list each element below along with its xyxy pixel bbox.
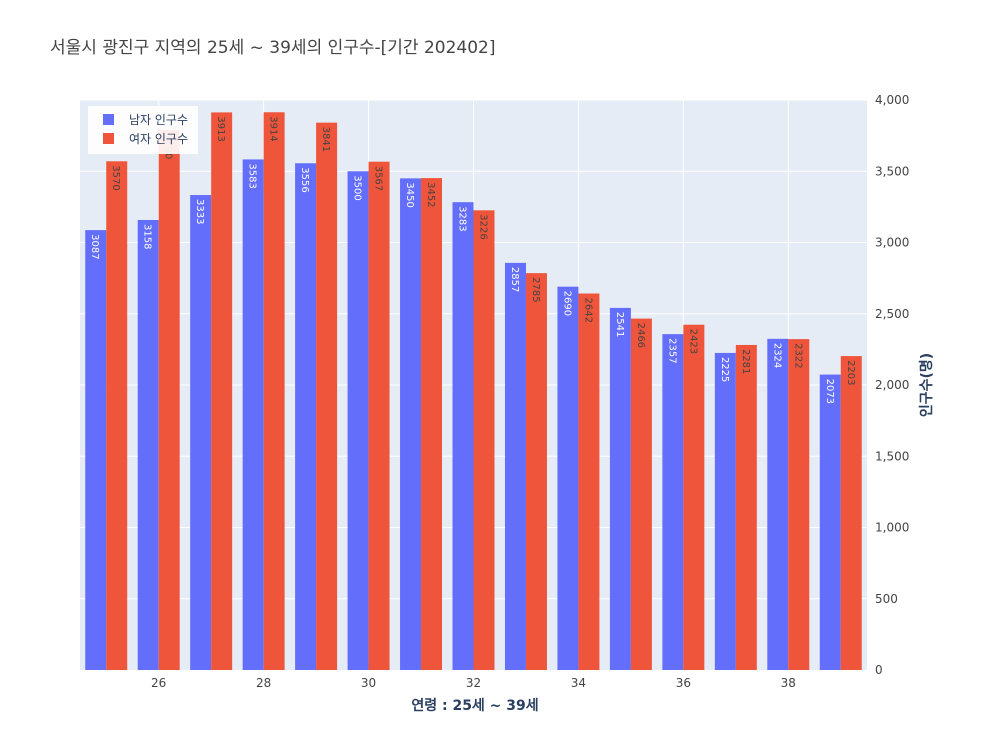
bar	[578, 293, 600, 670]
bar-value-label: 2423	[687, 329, 698, 354]
bar-value-label: 3556	[299, 167, 310, 192]
bar	[714, 352, 736, 670]
bar-value-label: 3333	[194, 199, 205, 224]
bar-value-label: 2357	[666, 338, 677, 363]
bar-labels: 3087 3158 3333 3583 3556 3500 3450 3283 2857 2690…	[89, 116, 856, 404]
legend-swatch-female	[103, 133, 114, 144]
bar-value-label: 3500	[352, 175, 363, 200]
bar-value-label: 2073	[824, 379, 835, 404]
bar-value-label: 3452	[425, 182, 436, 207]
y-tick-label: 500	[875, 592, 898, 606]
y-tick-label: 4,000	[875, 93, 909, 107]
x-tick-label: 38	[781, 676, 796, 690]
y-tick-label: 2,500	[875, 307, 909, 321]
x-axis-ticks: 26 28 30 32 34 36 38	[151, 676, 796, 690]
bar	[630, 318, 652, 670]
bar	[840, 356, 862, 670]
bar	[504, 262, 526, 670]
bar-value-label: 2541	[614, 312, 625, 337]
bar	[368, 161, 390, 670]
chart-title: 서울시 광진구 지역의 25세 ~ 39세의 인구수-[기간 202402]	[50, 38, 496, 58]
bar	[85, 230, 107, 671]
y-tick-label: 2,000	[875, 378, 909, 392]
bar	[158, 129, 180, 671]
bar-value-label: 2642	[582, 298, 593, 323]
y-tick-label: 1,000	[875, 521, 909, 535]
bar-value-label: 2857	[509, 267, 520, 292]
bar	[400, 178, 422, 670]
bar	[819, 374, 841, 670]
bars	[85, 112, 862, 671]
bar	[767, 338, 789, 670]
x-tick-label: 34	[571, 676, 586, 690]
bar-value-label: 2322	[792, 343, 803, 368]
bar-value-label: 3841	[320, 127, 331, 152]
bar	[557, 286, 579, 670]
bar	[295, 163, 317, 670]
bar	[683, 324, 705, 670]
legend-label-female: 여자 인구수	[129, 132, 188, 146]
bar-value-label: 3087	[89, 234, 100, 259]
bar	[242, 159, 264, 671]
bar-value-label: 2466	[635, 323, 646, 348]
bar	[788, 339, 810, 670]
legend-swatch-male	[103, 114, 114, 125]
bar	[137, 219, 159, 671]
x-tick-label: 36	[676, 676, 691, 690]
bar	[662, 334, 684, 670]
bar-value-label: 3583	[247, 163, 258, 188]
bar	[421, 178, 443, 670]
bar	[211, 112, 233, 670]
bar	[525, 273, 547, 670]
bar-value-label: 3158	[142, 224, 153, 249]
bar-value-label: 3567	[373, 166, 384, 191]
bar-value-label: 2324	[771, 343, 782, 368]
bar-value-label: 2281	[740, 349, 751, 374]
y-tick-label: 3,500	[875, 164, 909, 178]
y-tick-label: 1,500	[875, 449, 909, 463]
bar-value-label: 3570	[110, 165, 121, 190]
bar	[735, 344, 757, 670]
bar-value-label: 2785	[530, 277, 541, 302]
legend-label-male: 남자 인구수	[129, 113, 188, 127]
x-axis-title: 연령 : 25세 ~ 39세	[411, 698, 538, 714]
bar-value-label: 3914	[268, 116, 279, 141]
bar-value-label: 2203	[845, 360, 856, 385]
bar-value-label: 3913	[215, 116, 226, 141]
x-tick-label: 30	[361, 676, 376, 690]
bar	[106, 161, 128, 670]
bar	[347, 171, 369, 670]
bar-value-label: 2690	[561, 291, 572, 316]
bar	[473, 210, 495, 671]
bar	[452, 202, 474, 671]
y-tick-label: 0	[875, 663, 883, 677]
x-tick-label: 26	[151, 676, 166, 690]
bar	[609, 307, 631, 670]
y-axis-ticks: 0 500 1,000 1,500 2,000 2,500 3,000 3,500 4,000	[875, 93, 909, 677]
x-tick-label: 32	[466, 676, 481, 690]
bar	[263, 112, 285, 670]
bar-value-label: 3283	[457, 206, 468, 231]
bar-value-label: 3450	[404, 182, 415, 207]
bar	[190, 195, 212, 671]
x-tick-label: 28	[256, 676, 271, 690]
legend[interactable]: 남자 인구수 여자 인구수	[88, 106, 198, 154]
bar	[316, 122, 338, 671]
y-axis-title: 인구수(명)	[918, 353, 935, 417]
y-tick-label: 3,000	[875, 236, 909, 250]
bar-value-label: 3226	[477, 214, 488, 239]
bar-value-label: 2225	[719, 357, 730, 382]
